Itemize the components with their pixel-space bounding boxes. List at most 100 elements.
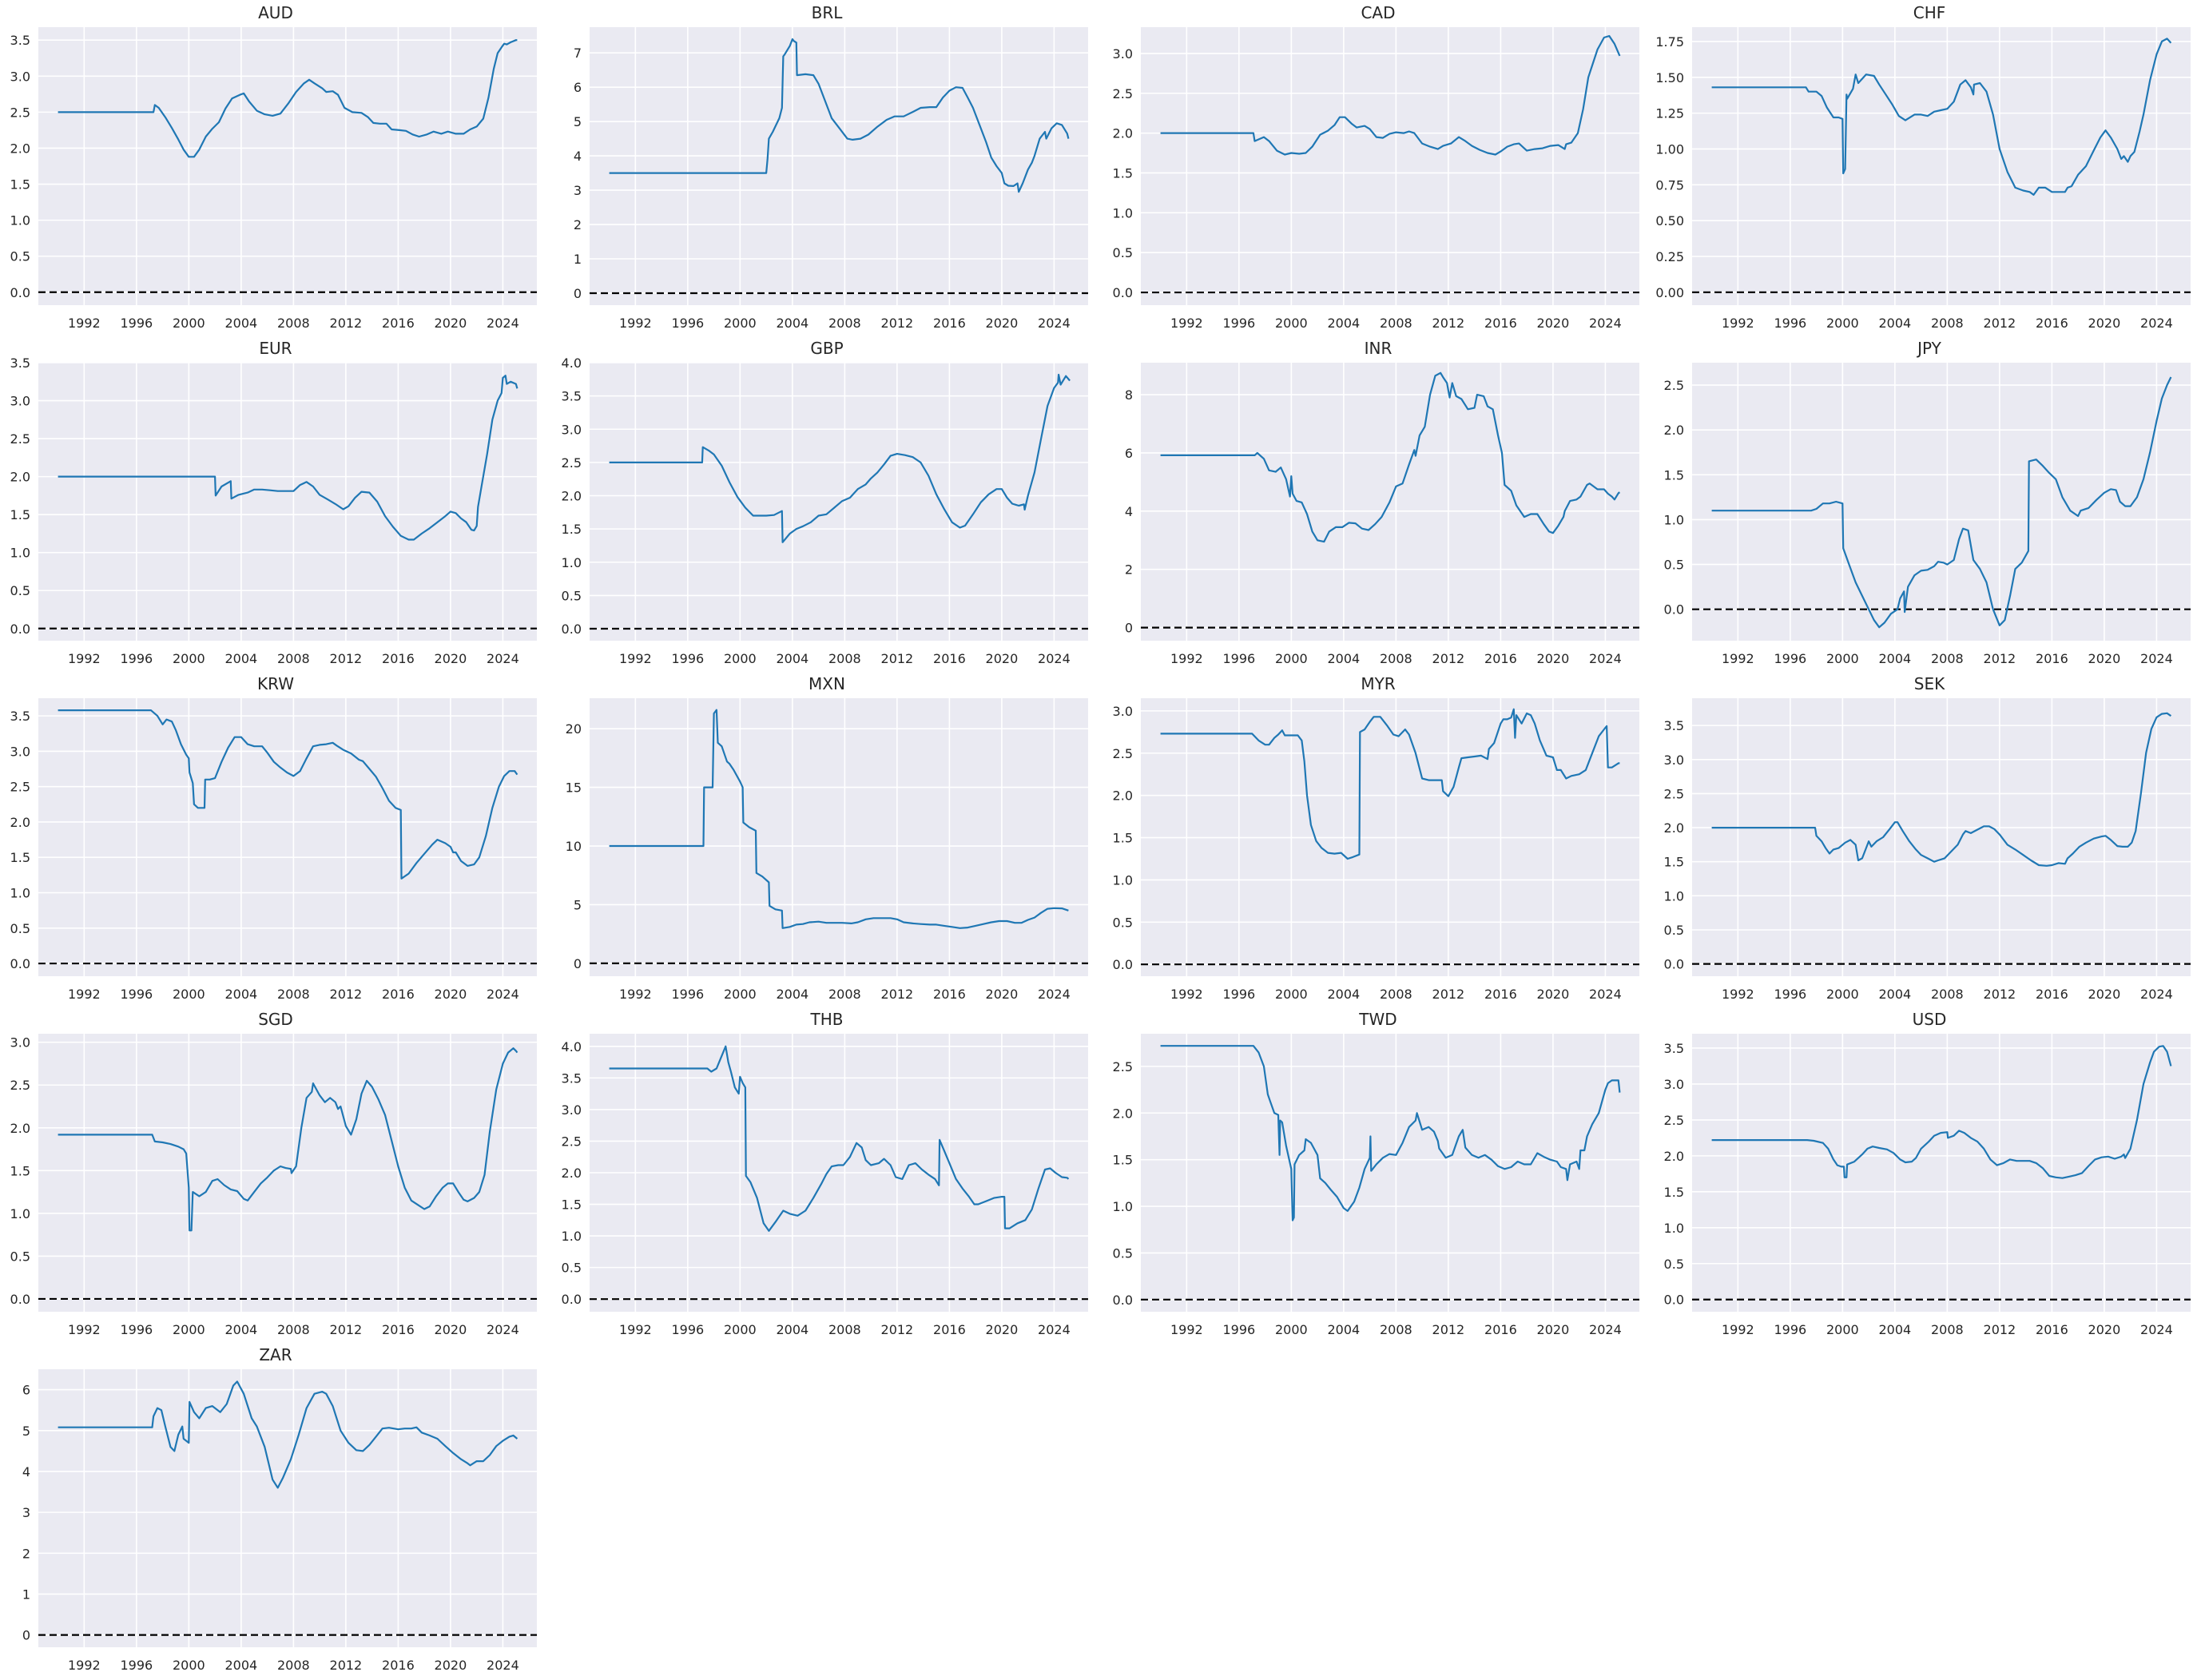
x-tick-label: 2004 bbox=[776, 651, 808, 666]
chart-panel-myr: 1992 1996 2000 2004 2008 2012 2016 2020 2024 0.0 0… bbox=[1102, 671, 1654, 1007]
y-tick-label: 1.75 bbox=[1655, 34, 1684, 50]
x-tick-label: 2008 bbox=[277, 651, 310, 666]
x-tick-label: 2016 bbox=[382, 651, 415, 666]
y-tick-label: 2.5 bbox=[10, 780, 30, 795]
y-tick-label: 0.5 bbox=[10, 921, 30, 936]
chart-panel-brl: 1992 1996 2000 2004 2008 2012 2016 2020 2024 0 1 2 3… bbox=[551, 0, 1102, 336]
x-tick-label: 2020 bbox=[2088, 987, 2121, 1002]
y-tick-label: 2.5 bbox=[10, 1078, 30, 1093]
panel-title: SEK bbox=[1913, 674, 1945, 693]
x-tick-label: 2012 bbox=[1432, 651, 1465, 666]
x-tick-label: 1996 bbox=[1222, 316, 1255, 331]
chart-panel-sek: 1992 1996 2000 2004 2008 2012 2016 2020 2024 0.0 0… bbox=[1654, 671, 2197, 1007]
x-tick-label: 1996 bbox=[1222, 987, 1255, 1002]
chart-panel-inr: 1992 1996 2000 2004 2008 2012 2016 2020 2024 0 2 4 6… bbox=[1102, 336, 1654, 671]
y-tick-label: 0.00 bbox=[1655, 285, 1684, 300]
x-tick-label: 2008 bbox=[828, 987, 861, 1002]
line-chart: 1992 1996 2000 2004 2008 2012 2016 2020 2024 0.0 0… bbox=[10, 355, 537, 666]
line-chart: 1992 1996 2000 2004 2008 2012 2016 2020 2024 0 1 2 3… bbox=[22, 1369, 537, 1673]
series-line bbox=[609, 709, 1069, 929]
x-tick-label: 2012 bbox=[330, 1658, 363, 1673]
x-tick-label: 1996 bbox=[120, 1658, 153, 1673]
x-tick-label: 1996 bbox=[1222, 1322, 1255, 1337]
x-tick-label: 1992 bbox=[1722, 651, 1754, 666]
x-tick-label: 1992 bbox=[619, 987, 652, 1002]
y-tick-label: 3.0 bbox=[10, 744, 30, 759]
x-tick-label: 2016 bbox=[382, 1322, 415, 1337]
y-tick-label: 1.5 bbox=[562, 522, 582, 537]
x-tick-label: 2012 bbox=[330, 1322, 363, 1337]
y-tick-label: 2.5 bbox=[562, 1134, 582, 1149]
y-tick-label: 0.0 bbox=[10, 956, 30, 971]
x-tick-label: 2000 bbox=[1826, 987, 1859, 1002]
x-tick-label: 2016 bbox=[382, 1658, 415, 1673]
y-tick-label: 2 bbox=[1125, 562, 1133, 578]
y-tick-label: 2.5 bbox=[1113, 1059, 1133, 1074]
x-tick-label: 2012 bbox=[881, 1322, 914, 1337]
y-tick-label: 3 bbox=[574, 183, 582, 198]
plot-area bbox=[1692, 698, 2191, 976]
line-chart: 1992 1996 2000 2004 2008 2012 2016 2020 2024 0.0 0… bbox=[10, 1034, 537, 1337]
y-tick-label: 1.0 bbox=[10, 546, 30, 561]
x-tick-label: 1996 bbox=[1774, 316, 1806, 331]
x-tick-label: 2024 bbox=[1038, 651, 1071, 666]
x-tick-label: 2004 bbox=[1327, 316, 1360, 331]
y-tick-label: 0.0 bbox=[10, 622, 30, 637]
y-tick-label: 1.5 bbox=[1113, 831, 1133, 846]
x-tick-label: 2024 bbox=[2140, 651, 2173, 666]
panel-title: CHF bbox=[1913, 3, 1946, 22]
y-tick-label: 10 bbox=[566, 839, 582, 854]
y-tick-label: 3.5 bbox=[562, 389, 582, 404]
y-tick-label: 1.0 bbox=[562, 555, 582, 570]
x-tick-label: 2020 bbox=[1537, 987, 1570, 1002]
y-tick-label: 1.0 bbox=[1664, 888, 1684, 904]
x-tick-label: 2008 bbox=[1931, 987, 1964, 1002]
x-tick-label: 2024 bbox=[1589, 651, 1622, 666]
x-tick-label: 2000 bbox=[1826, 316, 1859, 331]
x-tick-label: 2024 bbox=[2140, 316, 2173, 331]
y-tick-label: 3 bbox=[22, 1505, 30, 1520]
x-tick-label: 2004 bbox=[224, 1658, 257, 1673]
plot-area bbox=[1692, 363, 2191, 641]
y-tick-label: 3.5 bbox=[562, 1070, 582, 1086]
x-tick-label: 2004 bbox=[776, 1322, 808, 1337]
x-tick-label: 2012 bbox=[1984, 1322, 2016, 1337]
x-tick-label: 2020 bbox=[435, 651, 467, 666]
y-tick-label: 0.5 bbox=[1113, 1245, 1133, 1261]
y-tick-label: 3.0 bbox=[1664, 753, 1684, 768]
series-line bbox=[58, 1047, 518, 1232]
x-tick-label: 2012 bbox=[1984, 651, 2016, 666]
y-tick-label: 0.25 bbox=[1655, 249, 1684, 264]
x-tick-label: 1992 bbox=[1170, 1322, 1203, 1337]
x-tick-label: 2004 bbox=[1327, 1322, 1360, 1337]
chart-panel-chf: 1992 1996 2000 2004 2008 2012 2016 2020 2024 0.00… bbox=[1654, 0, 2197, 336]
x-tick-label: 2012 bbox=[1984, 316, 2016, 331]
series-line bbox=[58, 375, 518, 541]
x-tick-label: 2012 bbox=[330, 651, 363, 666]
y-tick-label: 2.0 bbox=[1113, 126, 1133, 141]
series-line bbox=[58, 39, 518, 158]
y-tick-label: 0 bbox=[574, 956, 582, 971]
y-tick-label: 1.0 bbox=[562, 1229, 582, 1244]
line-chart: 1992 1996 2000 2004 2008 2012 2016 2020 2024 0 2 4 6… bbox=[1125, 363, 1639, 666]
x-tick-label: 2020 bbox=[986, 651, 1019, 666]
y-tick-label: 1.50 bbox=[1655, 70, 1684, 85]
plot-area bbox=[1141, 1034, 1639, 1312]
x-tick-label: 2004 bbox=[1878, 316, 1911, 331]
y-tick-label: 0.5 bbox=[1664, 1257, 1684, 1272]
x-tick-label: 1992 bbox=[1170, 651, 1203, 666]
chart-panel-eur: 1992 1996 2000 2004 2008 2012 2016 2020 2024 0.0 0… bbox=[0, 336, 551, 671]
x-tick-label: 2000 bbox=[173, 1658, 205, 1673]
y-tick-label: 3.0 bbox=[562, 1102, 582, 1118]
x-tick-label: 2020 bbox=[1537, 1322, 1570, 1337]
x-tick-label: 2008 bbox=[277, 1658, 310, 1673]
x-tick-label: 2024 bbox=[1589, 1322, 1622, 1337]
x-tick-label: 2008 bbox=[1931, 1322, 1964, 1337]
x-tick-label: 2020 bbox=[986, 1322, 1019, 1337]
line-chart: 1992 1996 2000 2004 2008 2012 2016 2020 2024 0.0 0… bbox=[10, 698, 537, 1002]
x-tick-label: 2020 bbox=[435, 987, 467, 1002]
y-tick-label: 1.25 bbox=[1655, 106, 1684, 121]
y-tick-label: 3.5 bbox=[10, 709, 30, 724]
x-tick-label: 2008 bbox=[1931, 651, 1964, 666]
